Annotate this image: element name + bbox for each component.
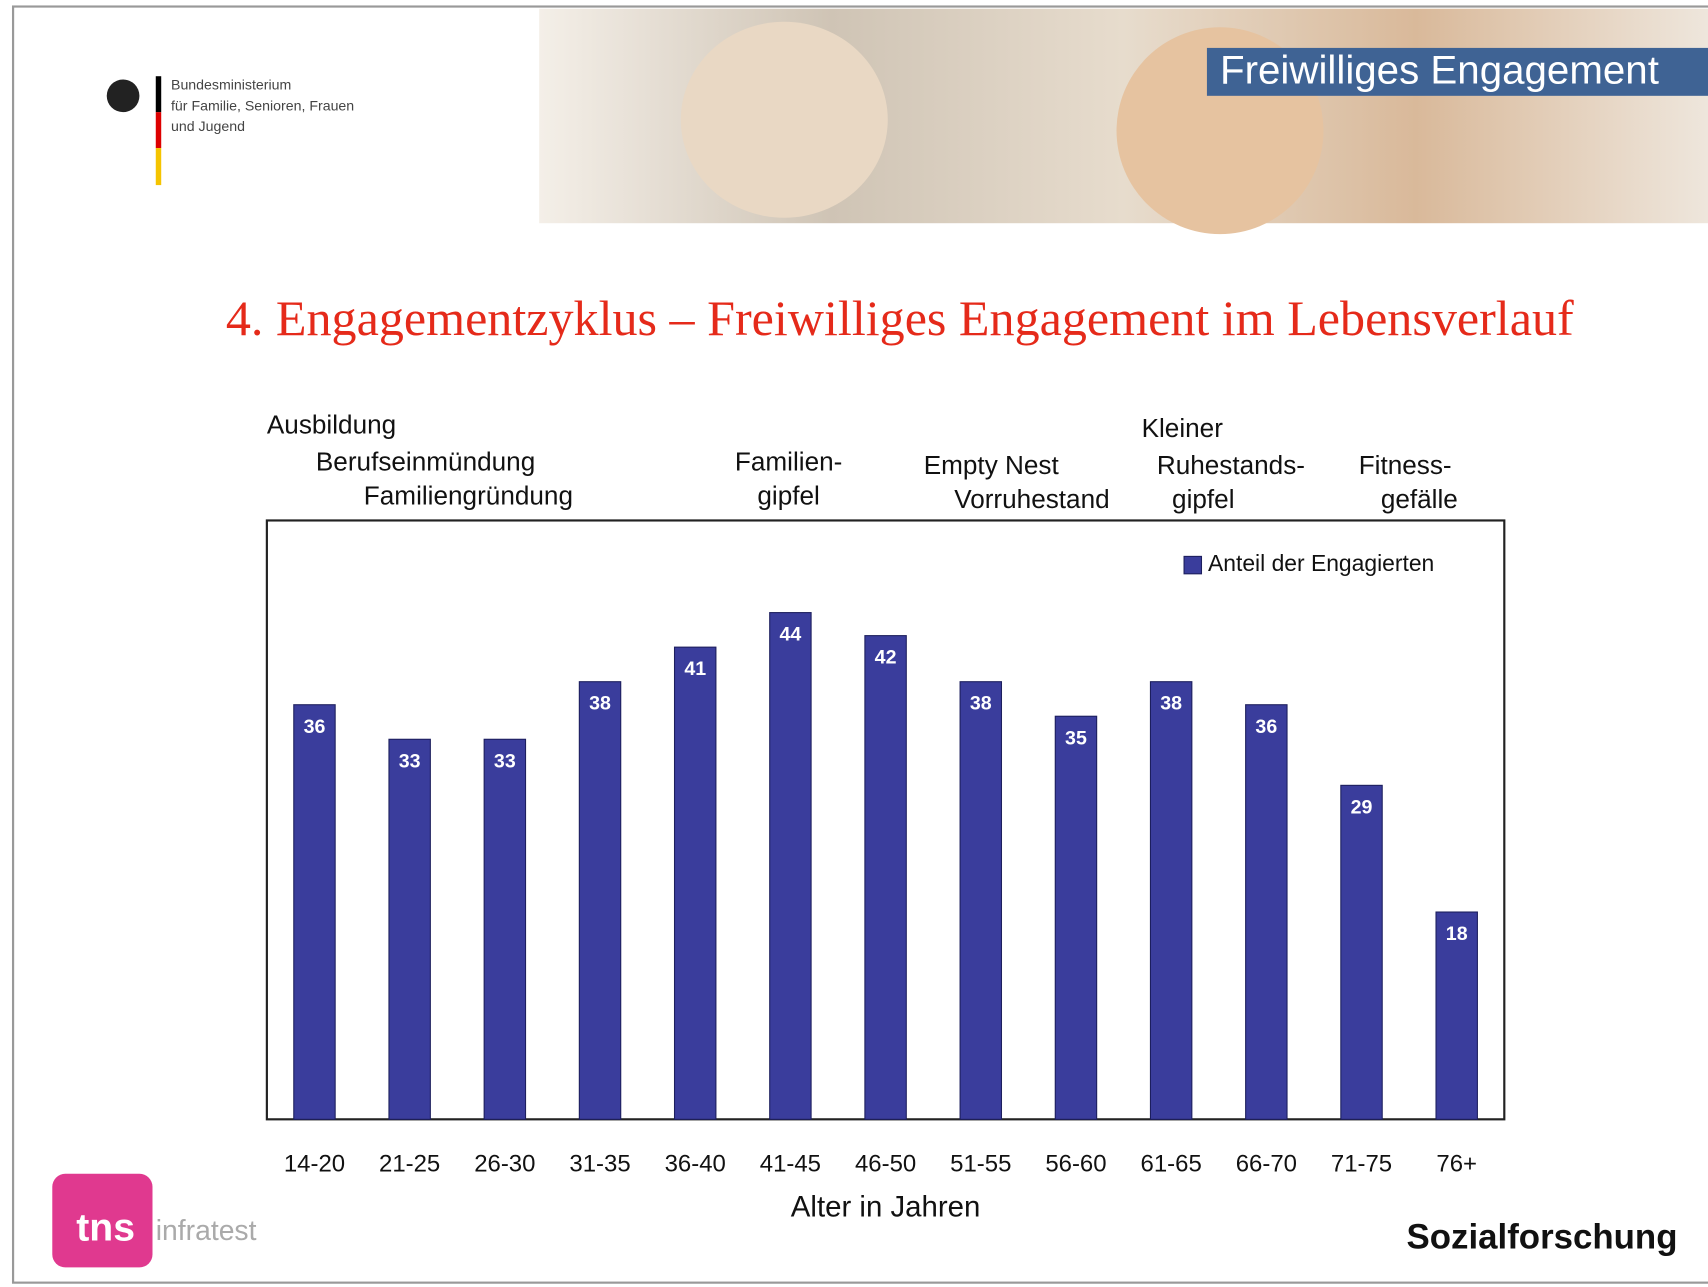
legend-swatch	[1184, 556, 1201, 573]
footer-department: Sozialforschung	[1407, 1217, 1678, 1256]
x-tick-label: 36-40	[665, 1150, 726, 1177]
annotation: Ruhestands-	[1157, 450, 1305, 480]
bar	[1246, 705, 1287, 1120]
x-tick-label: 51-55	[950, 1150, 1011, 1177]
bar	[579, 682, 620, 1120]
flag-stripe	[156, 148, 161, 185]
photo-face	[681, 22, 888, 218]
flag-stripe	[156, 76, 161, 112]
data-label: 33	[494, 750, 516, 772]
data-label: 29	[1351, 796, 1373, 818]
annotation: Familiengründung	[364, 481, 573, 511]
x-tick-label: 46-50	[855, 1150, 916, 1177]
bar	[865, 636, 906, 1120]
annotation: Familien-	[735, 447, 842, 477]
bar	[1150, 682, 1191, 1120]
x-tick-label: 56-60	[1045, 1150, 1106, 1177]
flag-stripe	[156, 112, 161, 148]
x-tick-label: 76+	[1436, 1150, 1477, 1177]
annotation: Berufseinmündung	[316, 447, 535, 477]
bar	[1341, 785, 1382, 1119]
annotation: Empty Nest	[924, 450, 1060, 480]
x-tick-label: 41-45	[760, 1150, 821, 1177]
annotation: Ausbildung	[267, 410, 396, 440]
annotation: gipfel	[1172, 484, 1234, 514]
bar	[675, 647, 716, 1119]
data-label: 38	[970, 693, 992, 715]
x-axis-title: Alter in Jahren	[791, 1190, 981, 1223]
annotation: gipfel	[757, 481, 819, 511]
slide: Freiwilliges Engagement Bundesministeriu…	[0, 0, 1708, 1287]
bar	[294, 705, 335, 1120]
tns-logo: tns	[76, 1207, 135, 1250]
page: {"header": {"banner": "Freiwilliges Enga…	[0, 0, 1708, 1287]
bar	[389, 739, 430, 1119]
ministry-line: und Jugend	[171, 118, 245, 134]
annotation: Vorruhestand	[954, 484, 1109, 514]
annotation: Fitness-	[1359, 450, 1452, 480]
data-label: 36	[304, 716, 326, 738]
tns-logo-suffix: infratest	[156, 1214, 257, 1246]
x-tick-label: 21-25	[379, 1150, 440, 1177]
data-label: 35	[1065, 727, 1087, 749]
data-label: 18	[1446, 923, 1468, 945]
x-tick-label: 31-35	[569, 1150, 630, 1177]
chart-title: 4. Engagementzyklus – Freiwilliges Engag…	[226, 290, 1574, 346]
bar	[1055, 716, 1096, 1119]
data-label: 42	[875, 647, 897, 669]
ministry-line: für Familie, Senioren, Frauen	[171, 97, 354, 113]
annotation: gefälle	[1381, 484, 1458, 514]
data-label: 38	[589, 693, 611, 715]
x-tick-label: 61-65	[1141, 1150, 1202, 1177]
x-tick-label: 66-70	[1236, 1150, 1297, 1177]
x-tick-label: 71-75	[1331, 1150, 1392, 1177]
data-label: 33	[399, 750, 421, 772]
data-label: 44	[780, 624, 802, 646]
legend-label: Anteil der Engagierten	[1208, 550, 1434, 576]
x-tick-label: 26-30	[474, 1150, 535, 1177]
data-label: 38	[1160, 693, 1182, 715]
x-tick-label: 14-20	[284, 1150, 345, 1177]
bar	[960, 682, 1001, 1120]
data-label: 41	[684, 658, 706, 680]
data-label: 36	[1255, 716, 1277, 738]
banner-title: Freiwilliges Engagement	[1220, 48, 1659, 93]
ministry-line: Bundesministerium	[171, 77, 291, 93]
bar	[770, 613, 811, 1120]
eagle-logo	[107, 79, 140, 112]
bar	[484, 739, 525, 1119]
annotation: Kleiner	[1142, 413, 1224, 443]
